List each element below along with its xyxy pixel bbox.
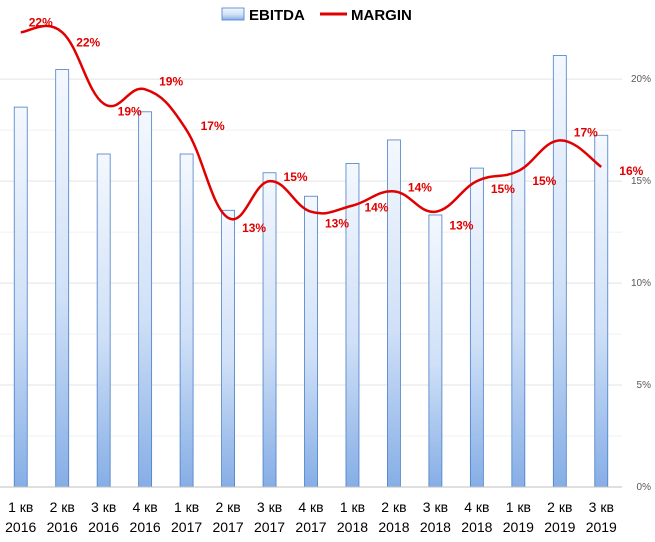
ebitda-bar xyxy=(594,134,609,488)
margin-data-label: 22% xyxy=(76,35,100,49)
x-tick-label-quarter: 2 кв xyxy=(381,499,406,515)
axes: 0% 5% 10% 15% 20% 1 кв 2016 2 кв 2016 3 кв 2016 4 к… xyxy=(0,74,651,535)
x-tick-label-quarter: 3 кв xyxy=(589,499,614,515)
x-tick-label-quarter: 4 кв xyxy=(133,499,158,515)
margin-data-label: 14% xyxy=(364,201,388,215)
x-tick-label-year: 2017 xyxy=(171,519,202,535)
x-tick-label-quarter: 1 кв xyxy=(174,499,199,515)
margin-data-label: 13% xyxy=(242,221,266,235)
legend: EBITDA MARGIN xyxy=(221,7,412,24)
x-tick-label-year: 2019 xyxy=(586,519,617,535)
ebitda-bar xyxy=(221,209,235,488)
x-tick-label-year: 2018 xyxy=(337,519,368,535)
x-tick-label-quarter: 1 кв xyxy=(8,499,33,515)
x-tick-label-quarter: 4 кв xyxy=(298,499,323,515)
margin-data-label: 14% xyxy=(408,180,432,194)
x-tick-label-quarter: 4 кв xyxy=(464,499,489,515)
x-tick-label-quarter: 1 кв xyxy=(340,499,365,515)
ebitda-bar xyxy=(552,55,567,488)
x-tick-label-year: 2019 xyxy=(544,519,575,535)
y-tick-label: 0% xyxy=(637,482,652,493)
x-tick-label-year: 2017 xyxy=(254,519,285,535)
margin-labels: 22% 22% 19% 19% 17% 13% 15% 13% 14% 14% 13% 15% 15% 1… xyxy=(29,15,644,235)
x-tick-label-year: 2019 xyxy=(503,519,534,535)
x-tick-label-quarter: 2 кв xyxy=(547,499,572,515)
y-tick-label: 20% xyxy=(631,74,651,85)
x-tick-label-quarter: 3 кв xyxy=(423,499,448,515)
x-tick-label-year: 2016 xyxy=(47,519,78,535)
x-tick-label-year: 2016 xyxy=(5,519,36,535)
ebitda-bar xyxy=(469,167,484,488)
margin-data-label: 17% xyxy=(201,119,225,133)
margin-data-label: 19% xyxy=(159,74,183,88)
margin-data-label: 15% xyxy=(532,174,556,188)
x-tick-label-year: 2017 xyxy=(295,519,326,535)
x-tick-label-year: 2018 xyxy=(378,519,409,535)
legend-ebitda-label: EBITDA xyxy=(249,7,305,24)
ebitda-bar xyxy=(55,69,70,488)
ebitda-bar xyxy=(304,195,318,488)
margin-data-label: 19% xyxy=(118,105,142,119)
ebitda-bar xyxy=(96,153,111,488)
y-tick-label: 5% xyxy=(637,380,652,391)
margin-data-label: 22% xyxy=(29,15,53,29)
x-tick-label-quarter: 3 кв xyxy=(257,499,282,515)
ebitda-bar xyxy=(138,111,153,488)
x-tick-label-year: 2016 xyxy=(130,519,161,535)
margin-data-label: 15% xyxy=(284,170,308,184)
x-tick-label-year: 2018 xyxy=(420,519,451,535)
x-tick-label-year: 2016 xyxy=(88,519,119,535)
margin-data-label: 15% xyxy=(491,182,515,196)
x-tick-label-quarter: 2 кв xyxy=(215,499,240,515)
legend-ebitda-swatch xyxy=(221,7,245,21)
margin-line xyxy=(20,24,603,221)
ebitda-bar xyxy=(345,162,360,488)
y-tick-label: 15% xyxy=(631,176,651,187)
x-tick-label-quarter: 2 кв xyxy=(50,499,75,515)
ebitda-bar xyxy=(13,106,28,488)
x-tick-label-quarter: 3 кв xyxy=(91,499,116,515)
ebitda-bar xyxy=(428,214,443,488)
ebitda-bar xyxy=(179,153,194,488)
margin-data-label: 13% xyxy=(325,217,349,231)
margin-data-label: 13% xyxy=(449,219,473,233)
margin-data-label: 16% xyxy=(619,164,643,178)
y-tick-label: 10% xyxy=(631,278,651,289)
ebitda-bars xyxy=(13,55,609,488)
margin-data-label: 17% xyxy=(574,125,598,139)
x-tick-label-quarter: 1 кв xyxy=(506,499,531,515)
x-tick-label-year: 2018 xyxy=(461,519,492,535)
margin-line-layer xyxy=(20,24,603,221)
x-tick-label-year: 2017 xyxy=(212,519,243,535)
legend-margin-label: MARGIN xyxy=(351,7,412,24)
